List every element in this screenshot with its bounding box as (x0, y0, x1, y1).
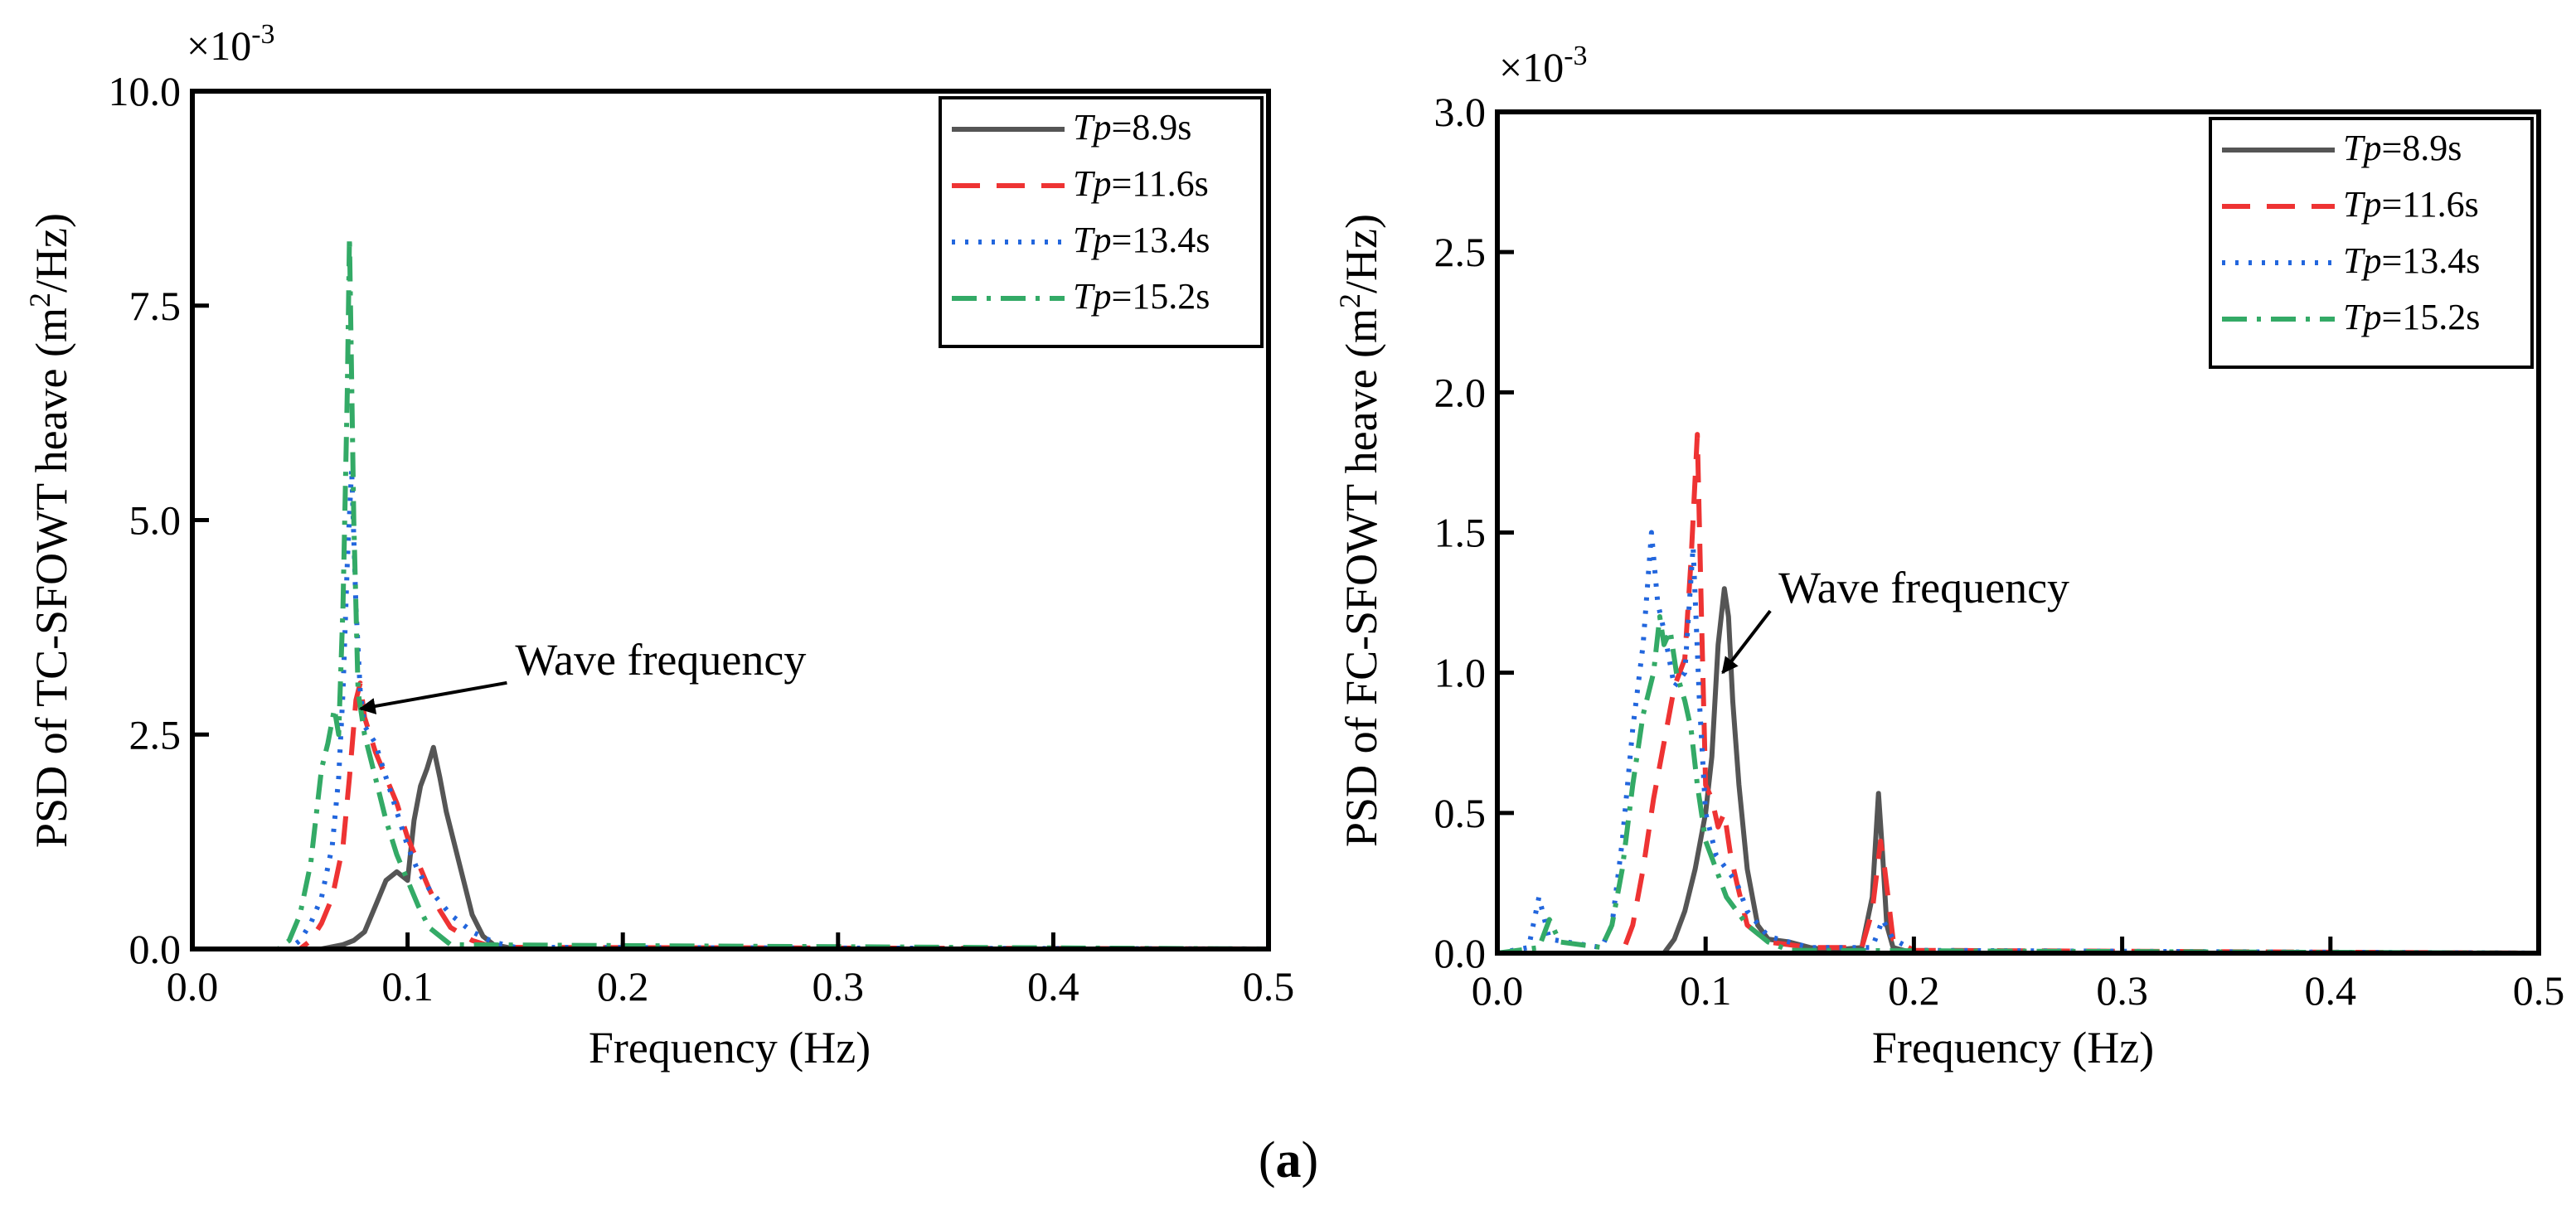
x-tick-label: 0.5 (1243, 963, 1295, 1010)
y-tick-label: 5.0 (129, 497, 182, 544)
series-line-tp-13-4s (192, 466, 1269, 951)
series-line-tp-15-2s (1497, 614, 2540, 956)
y-tick-label: 2.5 (129, 711, 182, 758)
x-axis-title: Frequency (Hz) (589, 1023, 871, 1072)
series-line-tp-8-9s (1497, 586, 2539, 956)
series-line-tp-11-6s (1497, 432, 2540, 956)
series-line-tp-11-6s (192, 680, 1269, 951)
legend-label: Tp=15.2s (2343, 297, 2480, 337)
y-tick-label: 0.5 (1434, 790, 1487, 836)
y-axis-title: PSD of FC-SFOWT heave (m2/Hz) (1333, 214, 1386, 847)
legend-box (939, 96, 1264, 348)
x-tick-label: 0.3 (2096, 967, 2148, 1014)
x-axis-title: Frequency (Hz) (1872, 1023, 2154, 1072)
y-tick-label: 3.0 (1434, 89, 1487, 135)
x-tick-label: 0.3 (813, 963, 865, 1010)
series-line-tp-15-2s (192, 234, 1269, 951)
legend-box (2209, 117, 2534, 369)
x-tick-label: 0.4 (1027, 963, 1079, 1010)
series-line-tp-8-9s (192, 744, 1269, 951)
chart-panel-fc-sfowt: 0.0 0.1 0.2 0.3 0.4 0.5 0.0 0.5 1.0 1.5 2.0 2.5 3.0 T… (1333, 41, 2564, 1072)
annotation-label: Wave frequency (1778, 563, 2069, 612)
annotation-label: Wave frequency (515, 635, 806, 685)
x-tick-label: 0.5 (2513, 967, 2565, 1014)
y-tick-label: 0.0 (129, 926, 182, 972)
x-tick-label: 0.0 (1472, 967, 1524, 1014)
y-tick-label: 10.0 (109, 68, 182, 114)
annotation-arrow (358, 680, 507, 714)
legend-label: Tp=8.9s (1073, 107, 1191, 148)
y-axis-title: PSD of TC-SFOWT heave (m2/Hz) (23, 213, 76, 848)
legend-label: Tp=13.4s (2343, 240, 2480, 281)
series-line-tp-13-4s (1497, 530, 2540, 956)
x-tick-label: 0.1 (1680, 967, 1732, 1014)
plot-area: 0.0 0.1 0.2 0.3 0.4 0.5 0.0 0.5 1.0 1.5 2.0 2.5 3.0 T… (1434, 89, 2565, 1014)
y-tick-label: 2.0 (1434, 369, 1487, 415)
x-tick-label: 0.2 (1888, 967, 1940, 1014)
chart-panel-tc-sfowt: 0.0 0.1 0.2 0.3 0.4 0.5 0.0 2.5 5.0 7.5 10.0 Tp=8.9… (23, 19, 1294, 1072)
legend-label: Tp=15.2s (1073, 276, 1210, 317)
y-multiplier-label: ×10-3 (1499, 41, 1588, 90)
y-tick-label: 2.5 (1434, 229, 1487, 275)
legend-label: Tp=11.6s (1073, 163, 1209, 204)
y-multiplier-label: ×10-3 (187, 19, 275, 69)
plot-area: 0.0 0.1 0.2 0.3 0.4 0.5 0.0 2.5 5.0 7.5 10.0 Tp=8.9… (109, 68, 1295, 1010)
legend: Tp=8.9s Tp=11.6s Tp=13.4s Tp=15.2s (2209, 117, 2534, 369)
legend-label: Tp=13.4s (1073, 220, 1210, 260)
legend-label: Tp=8.9s (2343, 128, 2462, 168)
x-tick-label: 0.2 (597, 963, 649, 1010)
y-tick-label: 1.5 (1434, 510, 1487, 556)
x-tick-label: 0.0 (167, 963, 219, 1010)
y-tick-label: 0.0 (1434, 930, 1487, 976)
legend: Tp=8.9s Tp=11.6s Tp=13.4s Tp=15.2s (939, 96, 1264, 348)
y-tick-label: 7.5 (129, 283, 182, 329)
annotation-arrow (1721, 609, 1772, 675)
x-tick-label: 0.1 (381, 963, 434, 1010)
x-tick-label: 0.4 (2305, 967, 2357, 1014)
legend-label: Tp=11.6s (2343, 184, 2479, 225)
y-tick-label: 1.0 (1434, 650, 1487, 696)
panel-caption: (a) (1259, 1132, 1318, 1189)
